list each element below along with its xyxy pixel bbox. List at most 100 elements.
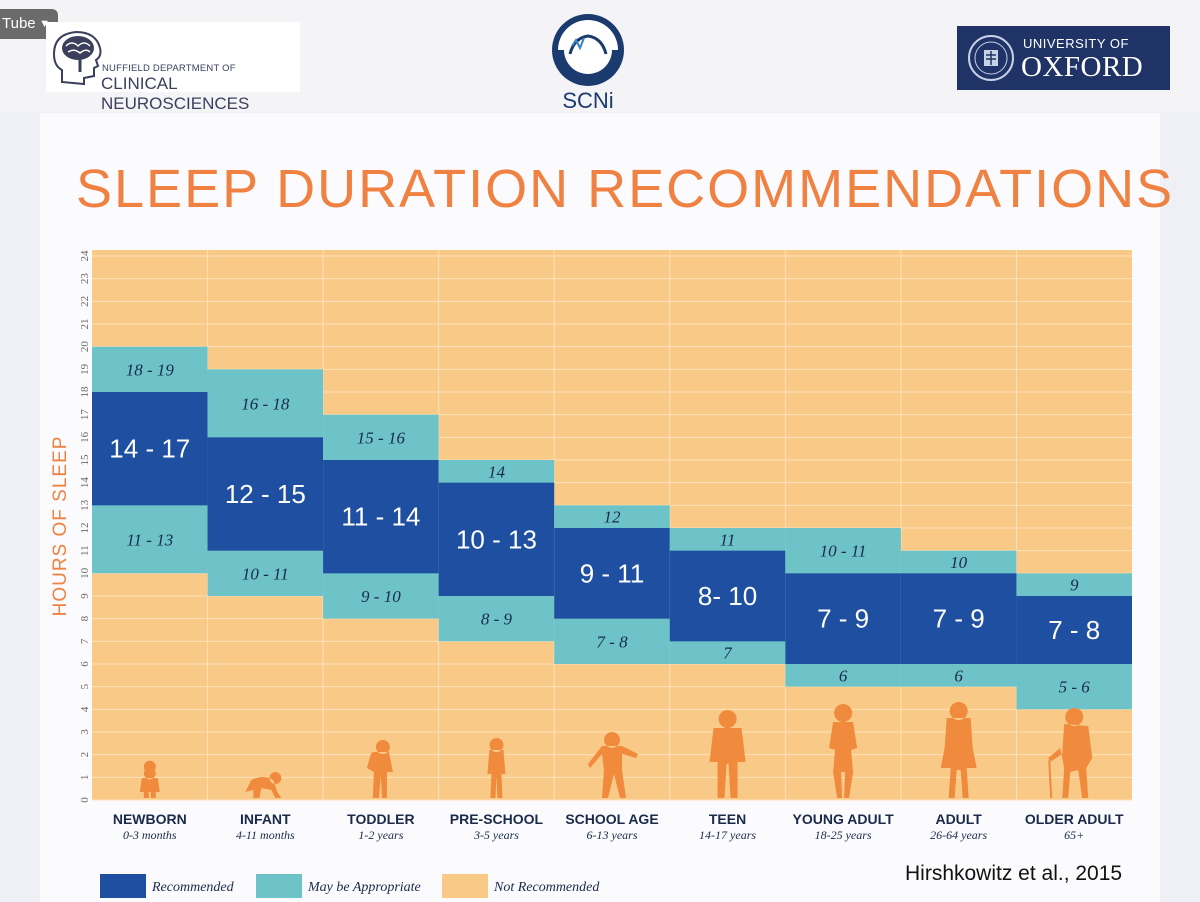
category-age-label: 3-5 years [473,828,519,842]
upper-range-label: 10 [950,553,968,572]
recommended-band [92,392,208,506]
recommended-range-label: 7 - 8 [1048,615,1100,645]
upper-range-label: 15 - 16 [357,428,406,447]
category-label: INFANT [240,811,291,827]
y-tick-label: 18 [79,386,91,398]
category-label: TEEN [709,811,746,827]
y-tick-label: 21 [79,319,91,330]
category-label: YOUNG ADULT [793,811,895,827]
y-tick-label: 14 [79,477,91,489]
school-age-silhouette [588,732,638,798]
chevron-down-icon[interactable]: ▼ [39,18,50,30]
oxford-line2: OXFORD [1021,51,1144,83]
preschool-silhouette [487,738,506,798]
y-tick-label: 23 [79,273,91,285]
category-label: PRE-SCHOOL [450,811,544,827]
recommended-range-label: 14 - 17 [109,434,190,464]
brain-head-icon [52,30,102,86]
legend-label: Recommended [151,880,235,895]
category-label: ADULT [935,811,982,827]
y-tick-label: 12 [79,523,91,534]
recommended-band [207,437,324,551]
category-age-label: 1-2 years [358,828,403,842]
lower-range-label: 7 - 8 [596,632,628,651]
lower-range-label: 6 [839,666,848,685]
older-adult-silhouette [1048,708,1093,798]
category-age-label: 14-17 years [699,828,756,842]
recommended-band [785,573,901,664]
citation-text: Hirshkowitz et al., 2015 [905,862,1123,885]
y-tick-label: 13 [79,499,91,511]
recommended-range-label: 8- 10 [698,581,757,611]
teen-silhouette [709,710,746,798]
legend-label: Not Recommended [493,880,600,895]
category-label: NEWBORN [113,811,187,827]
recommended-range-label: 10 - 13 [456,524,537,554]
upper-range-label: 10 - 11 [820,542,867,561]
category-age-label: 6-13 years [587,828,638,842]
toddler-silhouette [366,740,393,798]
lower-range-label: 5 - 6 [1059,678,1091,697]
y-axis-label: HOURS OF SLEEP [50,436,71,617]
y-tick-label: 4 [79,706,91,712]
recommended-range-label: 7 - 9 [817,604,869,634]
recommended-band [900,573,1017,664]
upper-range-label: 11 [720,530,736,549]
recommended-range-label: 9 - 11 [580,558,645,588]
chart-title: SLEEP DURATION RECOMMENDATIONS [76,159,1175,219]
adult-silhouette [940,702,977,798]
category-label: TODDLER [347,811,414,827]
y-tick-label: 19 [79,363,91,375]
lower-range-label: 8 - 9 [481,610,513,629]
recommended-range-label: 12 - 15 [225,479,306,509]
y-tick-label: 0 [79,797,91,803]
category-age-label: 26-64 years [930,828,987,842]
y-tick-label: 16 [79,431,91,443]
header-bar: Tube ▼ NUFFIELD DEPARTMENT OF CLINICAL N… [0,0,1200,113]
category-age-label: 18-25 years [815,828,872,842]
recommended-band [1016,596,1132,664]
lower-range-label: 10 - 11 [242,564,289,583]
infant-silhouette [245,772,282,798]
y-tick-label: 6 [79,661,91,667]
category-age-label: 4-11 months [236,828,295,842]
category-label: OLDER ADULT [1025,811,1124,827]
newborn-silhouette [139,760,160,798]
y-tick-label: 8 [79,615,91,621]
category-age-label: 65+ [1064,828,1084,842]
lower-range-label: 6 [954,666,963,685]
recommended-band [438,482,555,596]
recommended-band [323,460,439,574]
upper-range-label: 9 [1070,576,1079,595]
category-label: SCHOOL AGE [565,811,658,827]
y-tick-label: 10 [79,567,91,579]
legend-swatch [442,874,488,898]
y-tick-label: 24 [79,250,91,262]
y-tick-label: 22 [79,296,91,307]
y-tick-label: 5 [79,683,91,689]
scni-emblem-icon [552,14,624,86]
lower-range-label: 9 - 10 [361,587,401,606]
y-tick-label: 15 [79,454,91,466]
legend-swatch [100,874,146,898]
oxford-line1: UNIVERSITY OF [1023,36,1129,51]
upper-range-label: 12 [604,508,622,527]
upper-range-label: 14 [488,462,506,481]
y-tick-label: 20 [79,341,91,353]
y-tick-label: 1 [79,775,91,781]
lower-range-label: 11 - 13 [126,530,173,549]
y-tick-label: 3 [79,729,91,735]
y-tick-label: 9 [79,593,91,599]
oxford-logo: UNIVERSITY OF OXFORD [957,26,1170,90]
recommended-band [554,528,670,619]
scni-logo: SCNi [548,10,628,113]
oxford-crest-icon [968,35,1014,81]
scni-text: SCNi [562,88,614,113]
ndcn-line2: CLINICAL NEUROSCIENCES [101,74,250,113]
recommended-band [669,550,786,642]
legend-label: May be Appropriate [307,880,421,895]
category-age-label: 0-3 months [123,828,177,842]
recommended-range-label: 7 - 9 [933,604,985,634]
ndcn-logo: NUFFIELD DEPARTMENT OF CLINICAL NEUROSCI… [46,22,300,113]
